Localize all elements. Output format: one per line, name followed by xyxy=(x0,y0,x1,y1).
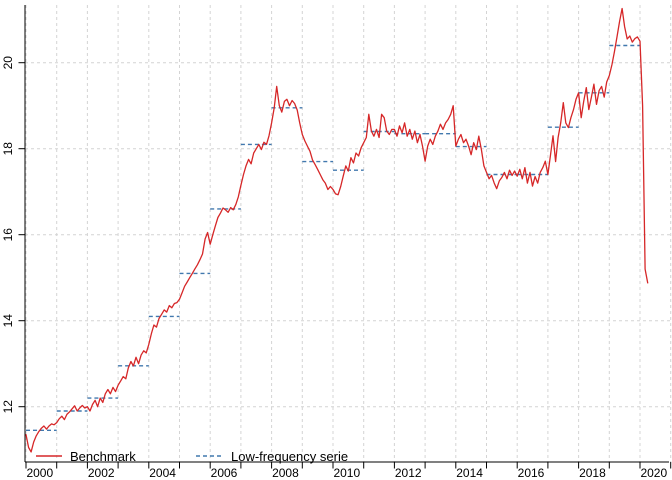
y-tick-label: 14 xyxy=(1,314,15,328)
legend-benchmark-label: Benchmark xyxy=(70,449,136,464)
legend: Benchmark Low-frequency serie xyxy=(36,449,348,464)
series-lines xyxy=(25,7,649,453)
x-tick-label: 2016 xyxy=(518,466,545,480)
x-tick-label: 2002 xyxy=(88,466,115,480)
x-tick-label: 2006 xyxy=(211,466,238,480)
y-tick-label: 12 xyxy=(1,400,15,414)
x-tick-label: 2014 xyxy=(456,466,483,480)
x-tick-label: 2012 xyxy=(395,466,422,480)
x-tick-label: 2000 xyxy=(26,466,53,480)
y-tick-label: 20 xyxy=(1,56,15,70)
x-tick-label: 2008 xyxy=(272,466,299,480)
legend-lowfreq-label: Low-frequency serie xyxy=(231,449,348,464)
benchmark-line xyxy=(25,7,649,453)
x-tick-label: 2004 xyxy=(149,466,176,480)
y-tick-label: 18 xyxy=(1,142,15,156)
x-tick-label: 2018 xyxy=(579,466,606,480)
x-tick-label: 2020 xyxy=(640,466,667,480)
axes: 2000 2002 2004 2006 2008 2010 2012 2014 2016 2018… xyxy=(1,5,672,480)
y-tick-label: 16 xyxy=(1,228,15,242)
x-tick-label: 2010 xyxy=(333,466,360,480)
gridlines xyxy=(25,5,672,462)
